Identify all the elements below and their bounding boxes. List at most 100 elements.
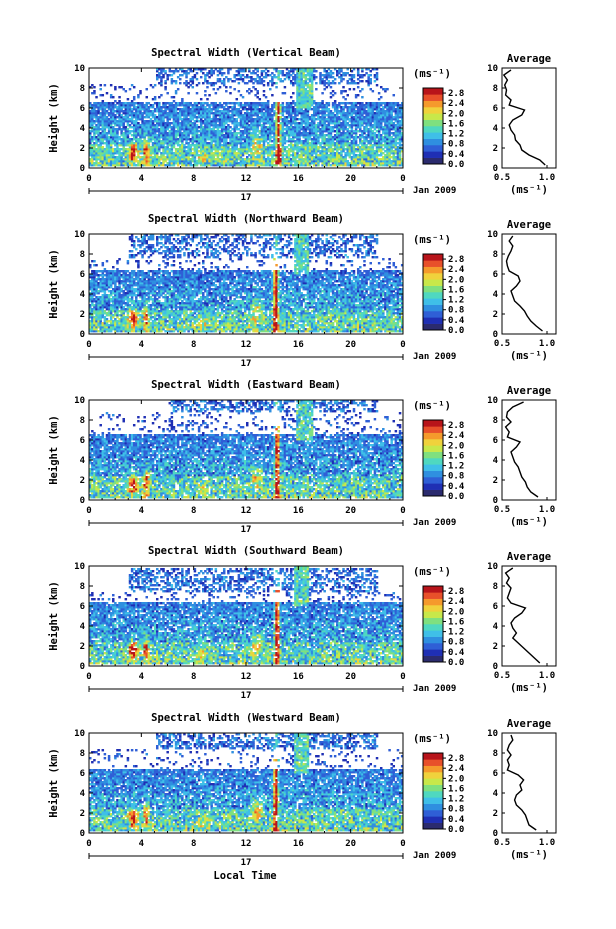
heatmap-cell (250, 132, 253, 135)
heatmap-cell (281, 158, 285, 161)
heatmap-cell (120, 154, 123, 157)
heatmap-cell (273, 144, 276, 147)
heatmap-cell (306, 124, 310, 127)
heatmap-cell (206, 86, 209, 89)
heatmap-cell (390, 152, 393, 155)
heatmap-cell (258, 110, 262, 113)
heatmap-cell (176, 158, 180, 161)
heatmap-cell (400, 160, 403, 163)
heatmap-cell (382, 110, 385, 113)
heatmap-cell (336, 126, 339, 129)
heatmap-cell (369, 128, 372, 131)
heatmap-cell (189, 162, 192, 165)
heatmap-cell (260, 132, 264, 135)
heatmap-cell (308, 78, 312, 81)
heatmap-cell (202, 162, 205, 165)
heatmap-cell (262, 162, 266, 165)
heatmap-cell (375, 148, 379, 151)
heatmap-cell (193, 102, 197, 105)
heatmap-cell (181, 120, 184, 123)
heatmap-cell (279, 80, 282, 83)
heatmap-cell (197, 160, 201, 163)
heatmap-cell (204, 144, 207, 147)
heatmap-cell (199, 114, 203, 117)
heatmap-cell (306, 104, 310, 107)
heatmap-cell (166, 146, 169, 149)
heatmap-cell (312, 100, 316, 103)
heatmap-cell (264, 138, 268, 141)
heatmap-cell (237, 70, 241, 73)
heatmap-cell (354, 136, 358, 139)
heatmap-cell (151, 152, 155, 155)
heatmap-cell (285, 104, 289, 107)
heatmap-cell (306, 152, 310, 155)
heatmap-cell (367, 68, 370, 71)
heatmap-cell (308, 148, 312, 151)
heatmap-cell (296, 138, 299, 141)
heatmap-cell (114, 114, 117, 117)
heatmap-cell (331, 156, 335, 159)
heatmap-cell (233, 120, 236, 123)
heatmap-cell (292, 120, 295, 123)
heatmap-cell (162, 146, 165, 149)
heatmap-cell (130, 108, 134, 111)
heatmap-cell (118, 164, 121, 167)
heatmap-cell (298, 98, 301, 101)
heatmap-cell (130, 120, 134, 123)
heatmap-cell (354, 110, 358, 113)
heatmap-cell (317, 128, 320, 131)
heatmap-cell (340, 160, 343, 163)
heatmap-cell (275, 70, 278, 73)
heatmap-cell (166, 150, 169, 153)
heatmap-cell (336, 108, 339, 111)
heatmap-cell (390, 148, 393, 151)
heatmap-cell (243, 108, 247, 111)
heatmap-cell (197, 102, 201, 105)
heatmap-cell (277, 104, 280, 107)
heatmap-cell (277, 150, 280, 153)
heatmap-cell (149, 110, 153, 113)
heatmap-cell (306, 148, 310, 151)
heatmap-cell (233, 104, 236, 107)
heatmap-cell (212, 154, 215, 157)
heatmap-cell (153, 98, 157, 101)
heatmap-cell (327, 80, 331, 83)
heatmap-cell (315, 132, 318, 135)
heatmap-cell (195, 148, 199, 151)
heatmap-cell (367, 76, 370, 79)
heatmap-cell (168, 130, 172, 133)
heatmap-cell (172, 160, 176, 163)
heatmap-cell (109, 96, 113, 99)
heatmap-cell (359, 76, 362, 79)
heatmap-cell (229, 110, 232, 113)
heatmap-cell (367, 158, 370, 161)
heatmap-cell (237, 102, 241, 105)
heatmap-cell (210, 144, 213, 147)
heatmap-cell (105, 102, 109, 105)
heatmap-cell (128, 124, 132, 127)
heatmap-cell (296, 68, 299, 71)
heatmap-cell (256, 164, 259, 167)
heatmap-cell (369, 78, 372, 81)
heatmap-cell (250, 76, 253, 79)
heatmap-cell (93, 130, 96, 133)
heatmap-cell (172, 116, 176, 119)
heatmap-cell (191, 164, 195, 167)
heatmap-cell (122, 144, 125, 147)
heatmap-cell (176, 132, 180, 135)
heatmap-cell (179, 126, 182, 129)
heatmap-cell (99, 124, 102, 127)
heatmap-cell (172, 132, 176, 135)
heatmap-cell (350, 144, 354, 147)
heatmap-cell (287, 72, 291, 75)
heatmap-cell (369, 120, 372, 123)
heatmap-cell (174, 120, 178, 123)
heatmap-cell (137, 162, 140, 165)
heatmap-cell (95, 96, 98, 99)
heatmap-cell (379, 152, 383, 155)
heatmap-cell (112, 114, 115, 117)
heatmap-cell (375, 152, 379, 155)
heatmap-cell (294, 160, 297, 163)
heatmap-cell (302, 104, 306, 107)
heatmap-cell (170, 108, 174, 111)
